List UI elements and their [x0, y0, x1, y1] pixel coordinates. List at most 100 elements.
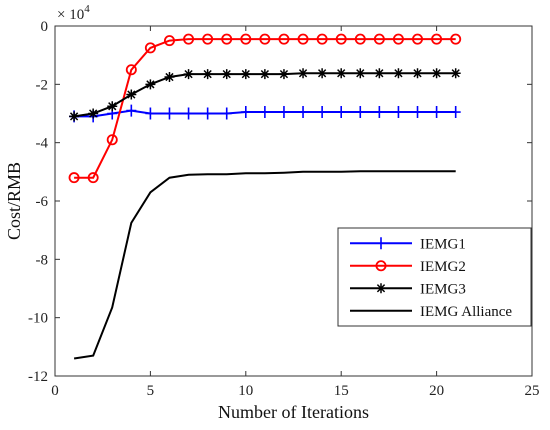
data-point: [87, 172, 99, 184]
legend-entry: IEMG Alliance: [350, 304, 512, 320]
series-iemg1: [69, 104, 461, 123]
y-tick-label: -12: [28, 369, 48, 385]
data-point: [183, 107, 194, 120]
data-point: [392, 33, 404, 45]
y-tick-label: -2: [36, 77, 49, 93]
data-point: [355, 106, 366, 119]
legend-entry: IEMG2: [350, 259, 466, 275]
legend-box: [337, 227, 532, 327]
data-point: [393, 68, 404, 79]
y-axis-label: Cost/RMB: [4, 162, 24, 240]
data-point: [126, 104, 137, 117]
data-point: [126, 89, 137, 100]
y-tick-label: -6: [36, 194, 49, 210]
data-point: [335, 33, 347, 45]
series-layer: [68, 33, 462, 360]
data-point: [106, 134, 118, 146]
data-point: [431, 106, 442, 119]
data-point: [298, 68, 309, 79]
y-tick-label: 0: [41, 19, 49, 35]
data-point: [376, 237, 386, 250]
data-point: [240, 106, 251, 119]
x-axis-label: Number of Iterations: [218, 402, 369, 422]
data-point: [183, 33, 195, 45]
data-point: [69, 111, 80, 122]
data-point: [316, 33, 328, 45]
legend-label: IEMG1: [420, 236, 466, 252]
data-point: [240, 69, 251, 80]
data-point: [431, 33, 443, 45]
data-point: [259, 69, 270, 80]
x-tick-label: 15: [334, 383, 349, 399]
legend: IEMG1 IEMG2 IEMG3 IEMG Alliance: [337, 227, 532, 327]
data-point: [374, 106, 385, 119]
y-tick-label: -10: [28, 311, 48, 327]
y-tick-label: -4: [36, 136, 49, 152]
data-point: [373, 33, 385, 45]
y-tick-label: -8: [36, 252, 49, 268]
data-point: [278, 106, 289, 119]
data-point: [221, 69, 232, 80]
legend-entry: IEMG1: [350, 236, 466, 252]
data-point: [183, 69, 194, 80]
data-point: [393, 106, 404, 119]
data-point: [376, 283, 386, 294]
x-tick-label: 20: [429, 383, 444, 399]
data-point: [374, 68, 385, 79]
data-point: [144, 42, 156, 54]
data-point: [164, 72, 175, 83]
data-point: [88, 108, 99, 119]
x-tick-label: 25: [525, 383, 540, 399]
data-point: [145, 79, 156, 90]
data-point: [355, 68, 366, 79]
data-point: [145, 107, 156, 120]
data-point: [450, 106, 461, 119]
data-point: [68, 172, 80, 184]
data-point: [336, 106, 347, 119]
data-point: [336, 68, 347, 79]
data-point: [354, 33, 366, 45]
data-point: [278, 69, 289, 80]
series-iemg2: [68, 33, 462, 184]
data-point: [298, 106, 309, 119]
data-point: [412, 68, 423, 79]
data-point: [221, 33, 233, 45]
x-tick-label: 10: [238, 383, 253, 399]
legend-label: IEMG Alliance: [420, 304, 512, 320]
data-point: [412, 106, 423, 119]
legend-label: IEMG3: [420, 281, 466, 297]
data-point: [317, 68, 328, 79]
legend-entry: IEMG3: [350, 281, 466, 297]
data-point: [450, 68, 461, 79]
data-point: [259, 33, 271, 45]
y-exponent-label: × 104: [57, 3, 90, 23]
x-tick-label: 5: [147, 383, 155, 399]
data-point: [202, 69, 213, 80]
data-point: [431, 68, 442, 79]
data-point: [202, 107, 213, 120]
data-point: [278, 33, 290, 45]
data-point: [240, 33, 252, 45]
data-point: [317, 106, 328, 119]
data-point: [221, 107, 232, 120]
x-tick-label: 0: [51, 383, 59, 399]
series-iemg-alliance: [73, 170, 456, 360]
data-point: [107, 101, 118, 112]
y-exponent-power: 4: [84, 3, 90, 15]
series-line: [73, 170, 456, 360]
data-point: [450, 33, 462, 45]
data-point: [125, 64, 137, 76]
data-point: [259, 106, 270, 119]
y-exponent-base: × 10: [57, 7, 84, 23]
data-point: [375, 260, 387, 272]
data-point: [412, 33, 424, 45]
series-iemg3: [69, 68, 461, 122]
data-point: [164, 107, 175, 120]
data-point: [202, 33, 214, 45]
data-point: [297, 33, 309, 45]
data-point: [163, 35, 175, 47]
legend-label: IEMG2: [420, 259, 466, 275]
series-line: [74, 38, 456, 179]
ticks-layer: 0 5 10 15 20 25 0 -2 -4 -6 -8 -10 -12: [28, 19, 540, 399]
